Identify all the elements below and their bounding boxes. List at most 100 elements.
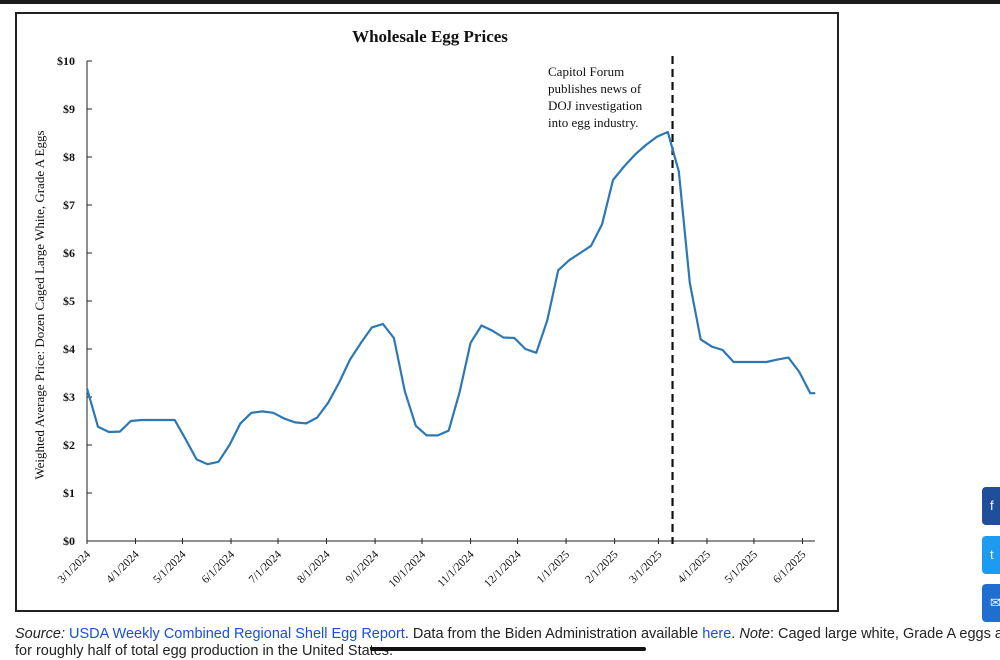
price-point [108,431,110,433]
price-point [163,419,165,421]
price-point [787,357,790,359]
y-tick-label: $7 [63,198,75,212]
x-tick-label: 5/1/2025 [723,548,761,586]
price-point [754,361,757,363]
annotation-group: Capitol Forum publishes news of DOJ invest… [548,64,643,130]
caption-line-1: Source: USDA Weekly Combined Regional Sh… [15,626,1000,643]
price-point [656,136,658,138]
price-point [743,361,746,363]
price-point [590,245,592,247]
y-tick-label: $3 [63,390,75,404]
y-tick-label: $4 [63,342,75,356]
price-point [470,342,472,344]
y-axis-label: Weighted Average Price: Dozen Caged Larg… [32,130,47,479]
price-point [86,387,88,389]
price-point [239,422,241,424]
source-label: Source: [15,626,65,642]
price-point [217,461,220,463]
price-point [765,361,768,363]
facebook-share-button[interactable]: f [982,487,1000,525]
price-point [733,361,735,363]
twitter-icon: t [990,547,994,562]
source-link[interactable]: USDA Weekly Combined Regional Shell Egg … [69,626,405,642]
price-point [448,430,450,432]
x-tick-label: 4/1/2025 [676,548,714,586]
price-point [678,170,680,172]
price-point [327,402,329,404]
top-bar [0,0,1000,4]
price-point [568,259,570,261]
price-point [634,154,636,156]
price-point [250,412,252,414]
price-point [415,425,417,427]
figure-caption: Source: USDA Weekly Combined Regional Sh… [15,626,1000,660]
price-point [349,359,351,361]
price-point [491,330,494,332]
price-point [459,391,461,393]
x-tick-label: 5/1/2024 [151,548,189,586]
twitter-share-button[interactable]: t [982,536,1000,574]
price-series-line [85,130,815,466]
price-point [371,326,373,328]
x-tick-label: 12/1/2024 [482,548,524,590]
price-point [437,434,439,436]
price-point [480,324,483,327]
price-point [294,421,296,423]
price-point [579,252,581,254]
series-group [85,130,816,466]
email-icon: ✉ [990,595,1000,610]
price-point [601,223,603,225]
price-point [776,359,779,361]
y-tick-label: $9 [63,102,75,116]
price-point [196,458,198,460]
price-point [207,463,209,465]
price-point [185,438,187,440]
email-share-button[interactable]: ✉ [982,584,1000,622]
price-point [535,352,537,354]
y-tick-label: $0 [63,534,75,548]
axes: $0$1$2$3$4$5$6$7$8$9$103/1/2024 4/1/2024 5… [56,54,815,590]
price-point [360,342,362,344]
y-tick-label: $1 [63,486,75,500]
price-point [305,422,307,424]
x-tick-label: 6/1/2024 [200,548,238,586]
y-tick-label: $6 [63,246,75,260]
facebook-icon: f [990,498,994,513]
x-tick-label: 4/1/2024 [104,548,142,586]
price-point [612,179,614,181]
price-point [557,269,559,271]
x-tick-label: 1/1/2025 [535,548,573,586]
price-point [119,431,121,433]
annotation-line: Capitol Forum [548,64,624,79]
price-point [174,419,176,421]
annotation-line: into egg industry. [548,115,639,130]
price-point [382,323,384,325]
price-point [261,410,263,412]
y-tick-label: $2 [63,438,75,452]
chart-frame: Wholesale Egg Prices Weighted Average Pr… [15,12,839,612]
here-link[interactable]: here [702,626,732,642]
price-point [667,131,669,133]
price-point [404,390,406,392]
price-point [798,371,800,373]
price-point [283,418,285,420]
x-tick-label: 7/1/2024 [247,548,285,586]
price-point [711,346,713,348]
scroll-indicator[interactable] [370,647,646,651]
note-text: : Caged large white, Grade A eggs accoun… [770,626,1000,642]
price-point [689,282,691,284]
x-tick-label: 2/1/2025 [583,548,621,586]
caption-line-2: for roughly half of total egg production… [15,643,394,659]
x-tick-label: 9/1/2024 [344,548,382,586]
x-tick-label: 11/1/2024 [436,548,477,589]
price-point [546,319,548,321]
price-point [141,419,143,421]
annotation-line: publishes news of [548,81,642,96]
price-point [623,166,625,168]
price-point [228,444,231,446]
data-text: . Data from the Biden Administration ava… [404,626,699,642]
price-point [722,349,724,351]
annotation-line: DOJ investigation [548,98,643,113]
price-point [393,337,395,339]
price-point [426,434,428,436]
